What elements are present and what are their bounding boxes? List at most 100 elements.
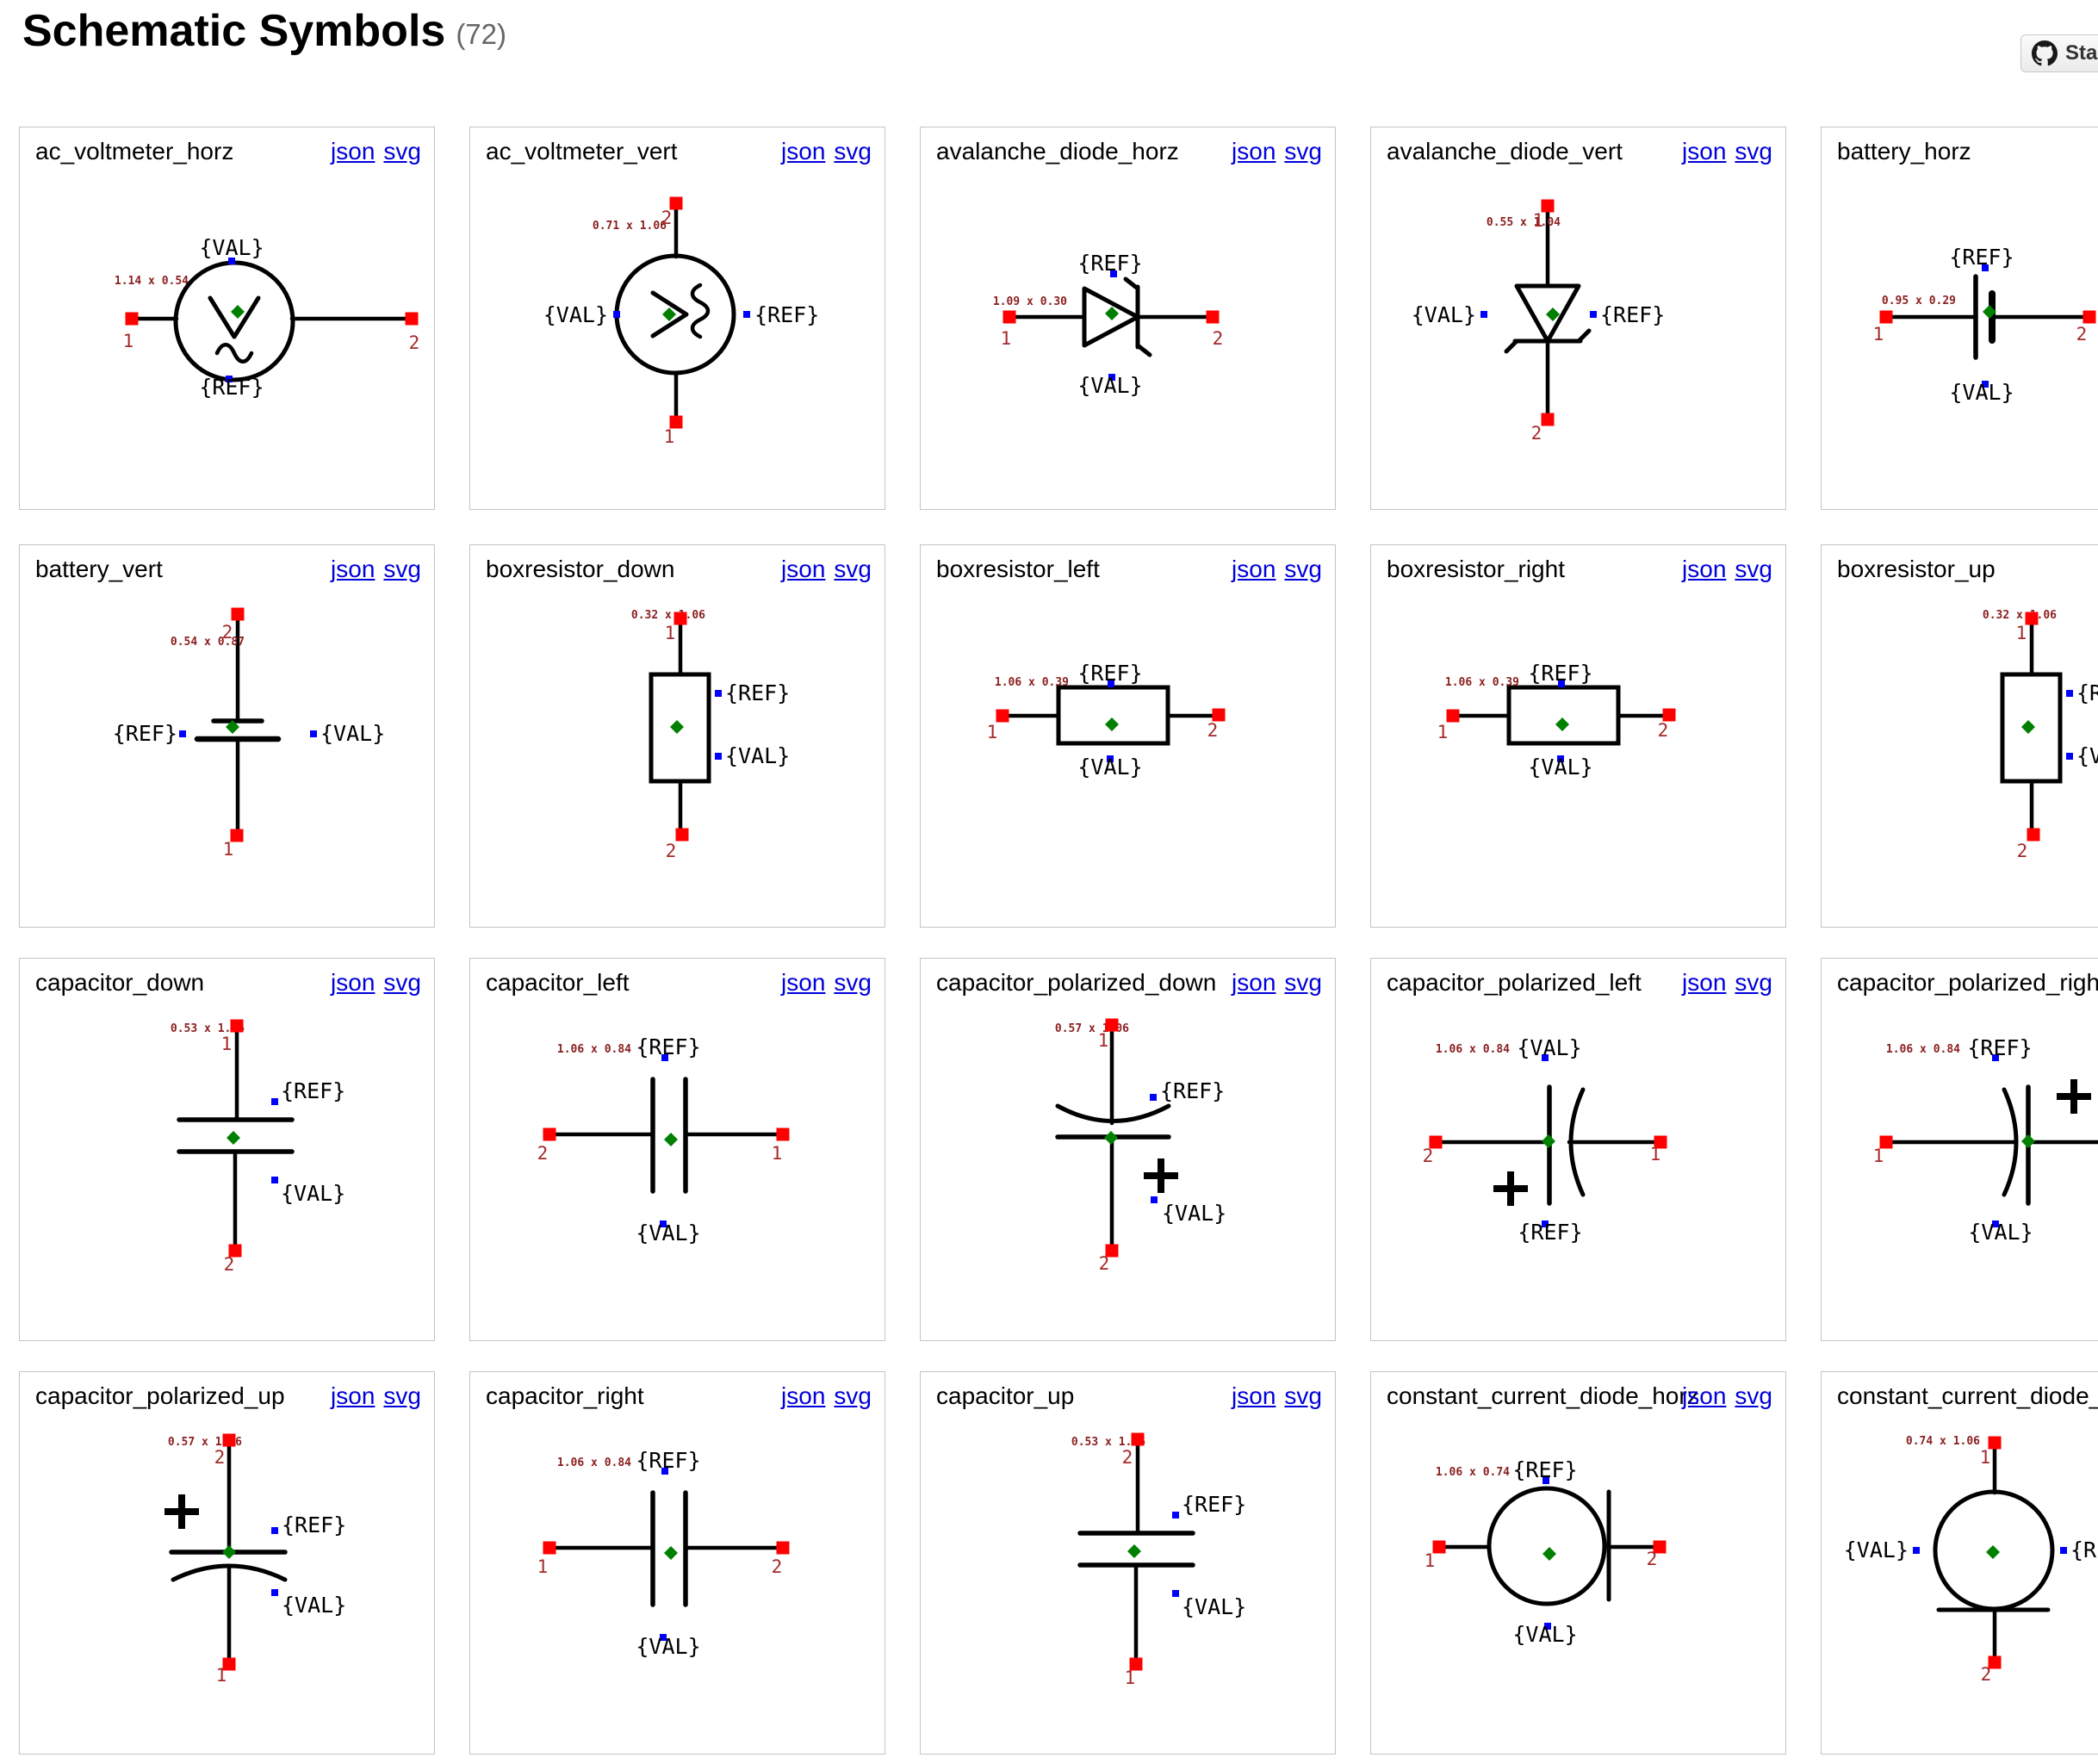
json-link[interactable]: json [781,969,826,996]
symbol-shape [552,1077,781,1194]
svg-link[interactable]: svg [1284,969,1322,996]
card-links: json svg [322,969,421,997]
pin-number: 1 [216,1665,227,1686]
pin-square [1662,708,1676,722]
plus-polarity-mark [1144,1158,1178,1193]
svg-link[interactable]: svg [1284,1382,1322,1409]
json-link[interactable]: json [331,1382,376,1409]
val-label: {VAL} [1512,1622,1577,1647]
label-anchor-dot [661,1054,668,1061]
github-star-button[interactable]: Star [2020,34,2098,72]
pin-number: 2 [772,1556,783,1577]
pin-number: 2 [1213,328,1224,349]
card-links: json svg [1673,138,1772,165]
card-links: json svg [1673,1382,1772,1410]
json-link[interactable]: json [781,1382,826,1409]
json-link[interactable]: json [331,556,376,582]
schematic-svg: 0.71 x 1.06 {VAL} {REF} 2 1 [543,196,819,447]
svg-link[interactable]: svg [834,138,872,165]
svg-link[interactable]: svg [1284,556,1322,582]
symbol-shape [1456,685,1667,746]
json-link[interactable]: json [1232,556,1276,582]
card-title: boxresistor_right [1387,556,1565,582]
card-title: capacitor_polarized_down [936,969,1217,996]
pin-number: 1 [1650,1144,1661,1165]
center-diamond [222,1545,236,1559]
val-label: {VAL} [1844,1537,1909,1562]
card-title: capacitor_polarized_right [1837,969,2098,996]
svg-link[interactable]: svg [383,969,421,996]
svg-link[interactable]: svg [383,1382,421,1409]
dim-label: 0.54 x 0.87 [171,636,245,649]
schematic-svg: 1.06 x 0.39 {REF} {VAL} 1 2 [1437,661,1676,780]
ref-label: {REF} [1967,1035,2032,1060]
svg-link[interactable]: svg [1735,138,1772,165]
symbol-shape [177,1029,295,1247]
schematic-svg: 1.06 x 0.84 {REF} {VAL} 2 1 [537,1034,790,1245]
json-link[interactable]: json [1682,556,1727,582]
pin-square [1129,1657,1143,1671]
pin-number: 1 [665,623,676,643]
pin-square [230,829,244,842]
label-anchor-dot [1992,1054,1999,1061]
pin-square [2025,612,2039,625]
val-label: {VAL} [1528,755,1592,780]
label-anchor-dot [2060,1547,2067,1554]
pin-number: 2 [1207,720,1219,741]
card-links: json svg [773,138,872,165]
center-diamond [662,307,676,321]
svg-link[interactable]: svg [1735,1382,1772,1409]
json-link[interactable]: json [1682,138,1727,165]
label-anchor-dot [1557,755,1564,762]
card-title: capacitor_down [35,969,205,996]
pin-number: 1 [1533,210,1544,231]
json-link[interactable]: json [1682,969,1727,996]
json-link[interactable]: json [1232,138,1276,165]
json-link[interactable]: json [331,138,376,165]
ref-label: {REF} [281,1078,345,1103]
pin-square [2082,310,2096,324]
symbol-card: 0.54 x 0.87 {REF} {VAL} 2 1 battery_vert json s… [19,544,435,928]
ref-label: {REF} [1077,661,1142,686]
svg-link[interactable]: svg [834,969,872,996]
val-label: {VAL} [282,1593,346,1618]
label-anchor-dot [1982,381,1989,388]
json-link[interactable]: json [331,969,376,996]
center-diamond [1105,717,1119,731]
json-link[interactable]: json [1232,969,1276,996]
symbol-card: 0.32 x 1.06 {REF} {VAL} 1 2 boxresistor_down j… [469,544,885,928]
svg-link[interactable]: svg [383,138,421,165]
pin-number: 1 [1001,328,1012,349]
ref-label: {REF} [725,680,790,705]
svg-link[interactable]: svg [834,1382,872,1409]
symbol-card: 1.06 x 0.84 {REF} {VAL} 2 1 capacitor_left jso… [469,958,885,1341]
svg-link[interactable]: svg [383,556,421,582]
label-anchor-dot [1480,311,1487,318]
dim-label: 1.06 x 0.84 [1886,1043,1960,1056]
card-title: avalanche_diode_vert [1387,138,1623,165]
val-label: {VAL} [281,1181,345,1206]
schematic-svg: 0.32 x 1.06 {REF} {VAL} 1 2 [631,609,790,861]
svg-link[interactable]: svg [834,556,872,582]
svg-link[interactable]: svg [1735,969,1772,996]
label-anchor-dot [1110,270,1117,277]
svg-link[interactable]: svg [1284,138,1322,165]
dim-label: 1.06 x 0.84 [557,1043,631,1056]
pin-number: 1 [537,1556,549,1577]
card-title: boxresistor_up [1837,556,1996,582]
val-label: {VAL} [1949,380,2014,405]
label-anchor-dot [660,1221,667,1227]
center-diamond [664,1546,678,1560]
json-link[interactable]: json [1682,1382,1727,1409]
val-label: {VAL} [543,302,608,327]
pin-number: 2 [1658,720,1669,741]
card-title: capacitor_left [486,969,630,996]
svg-link[interactable]: svg [1735,556,1772,582]
json-link[interactable]: json [781,556,826,582]
symbol-shape [1504,209,1592,416]
pin-square [1105,1018,1119,1032]
json-link[interactable]: json [781,138,826,165]
val-label: {VAL} [1517,1035,1581,1060]
pin-square [776,1127,790,1141]
json-link[interactable]: json [1232,1382,1276,1409]
